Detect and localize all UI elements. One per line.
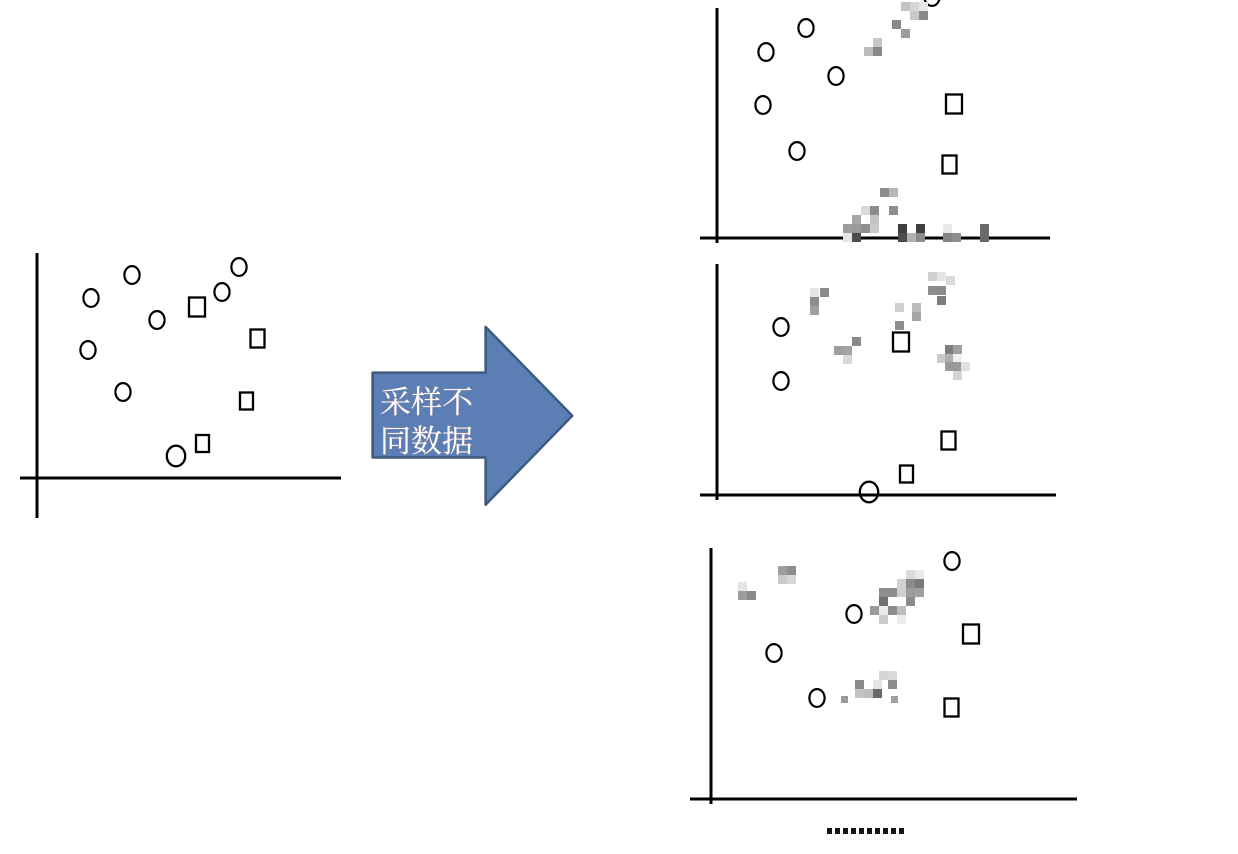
svg-text:同数据: 同数据 [380, 416, 473, 461]
